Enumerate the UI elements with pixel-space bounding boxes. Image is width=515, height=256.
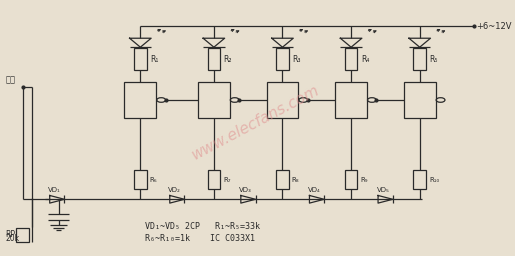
Text: R₈: R₈	[292, 177, 299, 183]
Text: VD₁~VD₅ 2CP   R₁~R₅=33k: VD₁~VD₅ 2CP R₁~R₅=33k	[145, 221, 260, 230]
Text: R₆~R₁₀=1k    IC C033X1: R₆~R₁₀=1k IC C033X1	[145, 234, 255, 243]
Text: R₃: R₃	[293, 55, 301, 64]
Text: R₄: R₄	[361, 55, 369, 64]
Text: VD₂: VD₂	[168, 187, 181, 193]
Bar	[134, 48, 147, 70]
Text: R₅: R₅	[430, 55, 438, 64]
Bar	[267, 82, 298, 118]
Text: +6~12V: +6~12V	[476, 22, 511, 31]
Bar	[414, 48, 426, 70]
Bar	[276, 48, 289, 70]
Bar	[276, 170, 289, 189]
Text: R₆: R₆	[150, 177, 157, 183]
Bar	[345, 48, 357, 70]
Text: VD₄: VD₄	[308, 187, 321, 193]
Text: R₁₀: R₁₀	[429, 177, 439, 183]
Bar	[404, 82, 436, 118]
Text: 输入: 输入	[6, 76, 15, 85]
Text: R₇: R₇	[223, 177, 231, 183]
Text: R₁: R₁	[150, 55, 159, 64]
Text: 20k: 20k	[6, 234, 20, 243]
Bar	[198, 82, 230, 118]
Bar	[414, 170, 426, 189]
Text: R₂: R₂	[224, 55, 232, 64]
Text: RP: RP	[6, 230, 15, 239]
Bar	[16, 228, 29, 242]
Bar	[134, 170, 147, 189]
Text: VD₃: VD₃	[239, 187, 252, 193]
Bar	[335, 82, 367, 118]
Bar	[345, 170, 357, 189]
Text: VD₁: VD₁	[48, 187, 61, 193]
Text: VD₅: VD₅	[376, 187, 389, 193]
Bar	[125, 82, 156, 118]
Bar	[208, 170, 220, 189]
Text: www.elecfans.com: www.elecfans.com	[189, 83, 322, 163]
Text: R₉: R₉	[360, 177, 368, 183]
Bar	[208, 48, 220, 70]
